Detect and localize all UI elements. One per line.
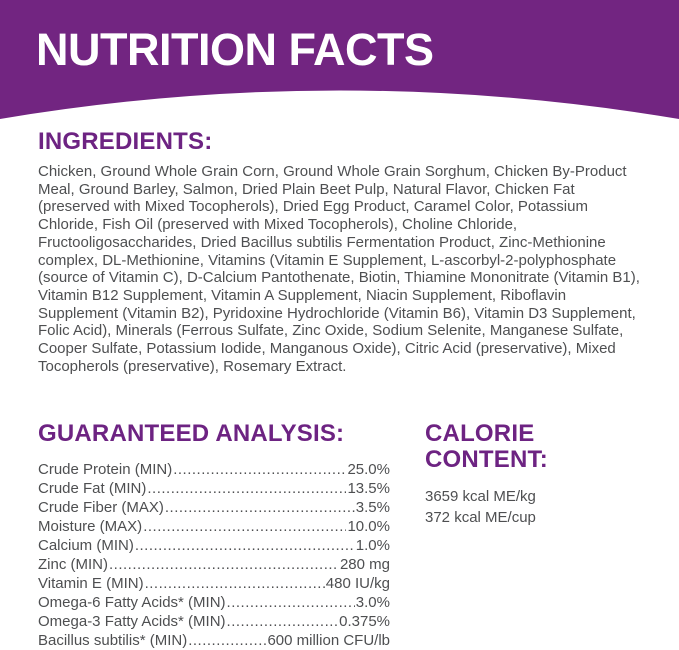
dot-leader	[135, 536, 355, 555]
analysis-row: Crude Fiber (MAX) 3.5%	[38, 498, 390, 517]
analysis-row: Zinc (MIN) 280 mg	[38, 555, 390, 574]
analysis-label: Crude Fat (MIN)	[38, 480, 147, 498]
analysis-label: Omega-3 Fatty Acids* (MIN)	[38, 613, 226, 631]
analysis-value: 0.375%	[339, 613, 390, 631]
analysis-row: Moisture (MAX) 10.0%	[38, 517, 390, 536]
analysis-label: Crude Fiber (MAX)	[38, 499, 164, 517]
analysis-label: Omega-6 Fatty Acids* (MIN)	[38, 594, 226, 612]
guaranteed-analysis-heading: GUARANTEED ANALYSIS:	[38, 420, 345, 448]
ingredients-heading: INGREDIENTS:	[38, 128, 213, 155]
analysis-and-calorie-columns: GUARANTEED ANALYSIS: Crude Protein (MIN)…	[38, 421, 641, 650]
analysis-value: 480 IU/kg	[325, 575, 390, 593]
calorie-per-cup: 372 kcal ME/cup	[425, 509, 536, 527]
analysis-label: Crude Protein (MIN)	[38, 461, 173, 479]
ingredients-section: INGREDIENTS: Chicken, Ground Whole Grain…	[38, 129, 641, 375]
analysis-value: 600 million CFU/lb	[267, 632, 390, 650]
calorie-per-kg: 3659 kcal ME/kg	[425, 488, 536, 506]
dot-leader	[227, 612, 339, 631]
page-title: NUTRITION FACTS	[36, 24, 434, 75]
nutrition-banner: NUTRITION FACTS	[0, 0, 679, 126]
dot-leader	[188, 631, 266, 650]
analysis-label: Vitamin E (MIN)	[38, 575, 144, 593]
banner-curve-shape	[0, 0, 679, 119]
dot-leader	[165, 498, 355, 517]
analysis-value: 25.0%	[347, 461, 390, 479]
analysis-value: 280 mg	[339, 556, 390, 574]
analysis-row: Omega-6 Fatty Acids* (MIN) 3.0%	[38, 593, 390, 612]
ingredients-text: Chicken, Ground Whole Grain Corn, Ground…	[38, 163, 640, 375]
analysis-row: Crude Protein (MIN) 25.0%	[38, 460, 390, 479]
analysis-label: Bacillus subtilis* (MIN)	[38, 632, 188, 650]
analysis-value: 3.5%	[355, 499, 390, 517]
analysis-row: Bacillus subtilis* (MIN) 600 million CFU…	[38, 631, 390, 650]
analysis-value: 3.0%	[355, 594, 390, 612]
guaranteed-analysis-section: GUARANTEED ANALYSIS: Crude Protein (MIN)…	[38, 421, 390, 650]
analysis-label: Zinc (MIN)	[38, 556, 108, 574]
analysis-row: Vitamin E (MIN) 480 IU/kg	[38, 574, 390, 593]
dot-leader	[109, 555, 339, 574]
dot-leader	[227, 593, 355, 612]
analysis-row: Calcium (MIN) 1.0%	[38, 536, 390, 555]
dot-leader	[173, 460, 346, 479]
analysis-value: 1.0%	[355, 537, 390, 555]
analysis-label: Calcium (MIN)	[38, 537, 134, 555]
analysis-row: Omega-3 Fatty Acids* (MIN) 0.375%	[38, 612, 390, 631]
analysis-label: Moisture (MAX)	[38, 518, 143, 536]
dot-leader	[147, 479, 346, 498]
analysis-value: 13.5%	[347, 480, 390, 498]
analysis-value: 10.0%	[347, 518, 390, 536]
label-content: INGREDIENTS: Chicken, Ground Whole Grain…	[0, 129, 679, 650]
dot-leader	[143, 517, 346, 536]
calorie-content-heading: CALORIE CONTENT:	[425, 420, 548, 474]
analysis-row: Crude Fat (MIN) 13.5%	[38, 479, 390, 498]
dot-leader	[145, 574, 325, 593]
calorie-content-section: CALORIE CONTENT: 3659 kcal ME/kg 372 kca…	[425, 421, 641, 650]
